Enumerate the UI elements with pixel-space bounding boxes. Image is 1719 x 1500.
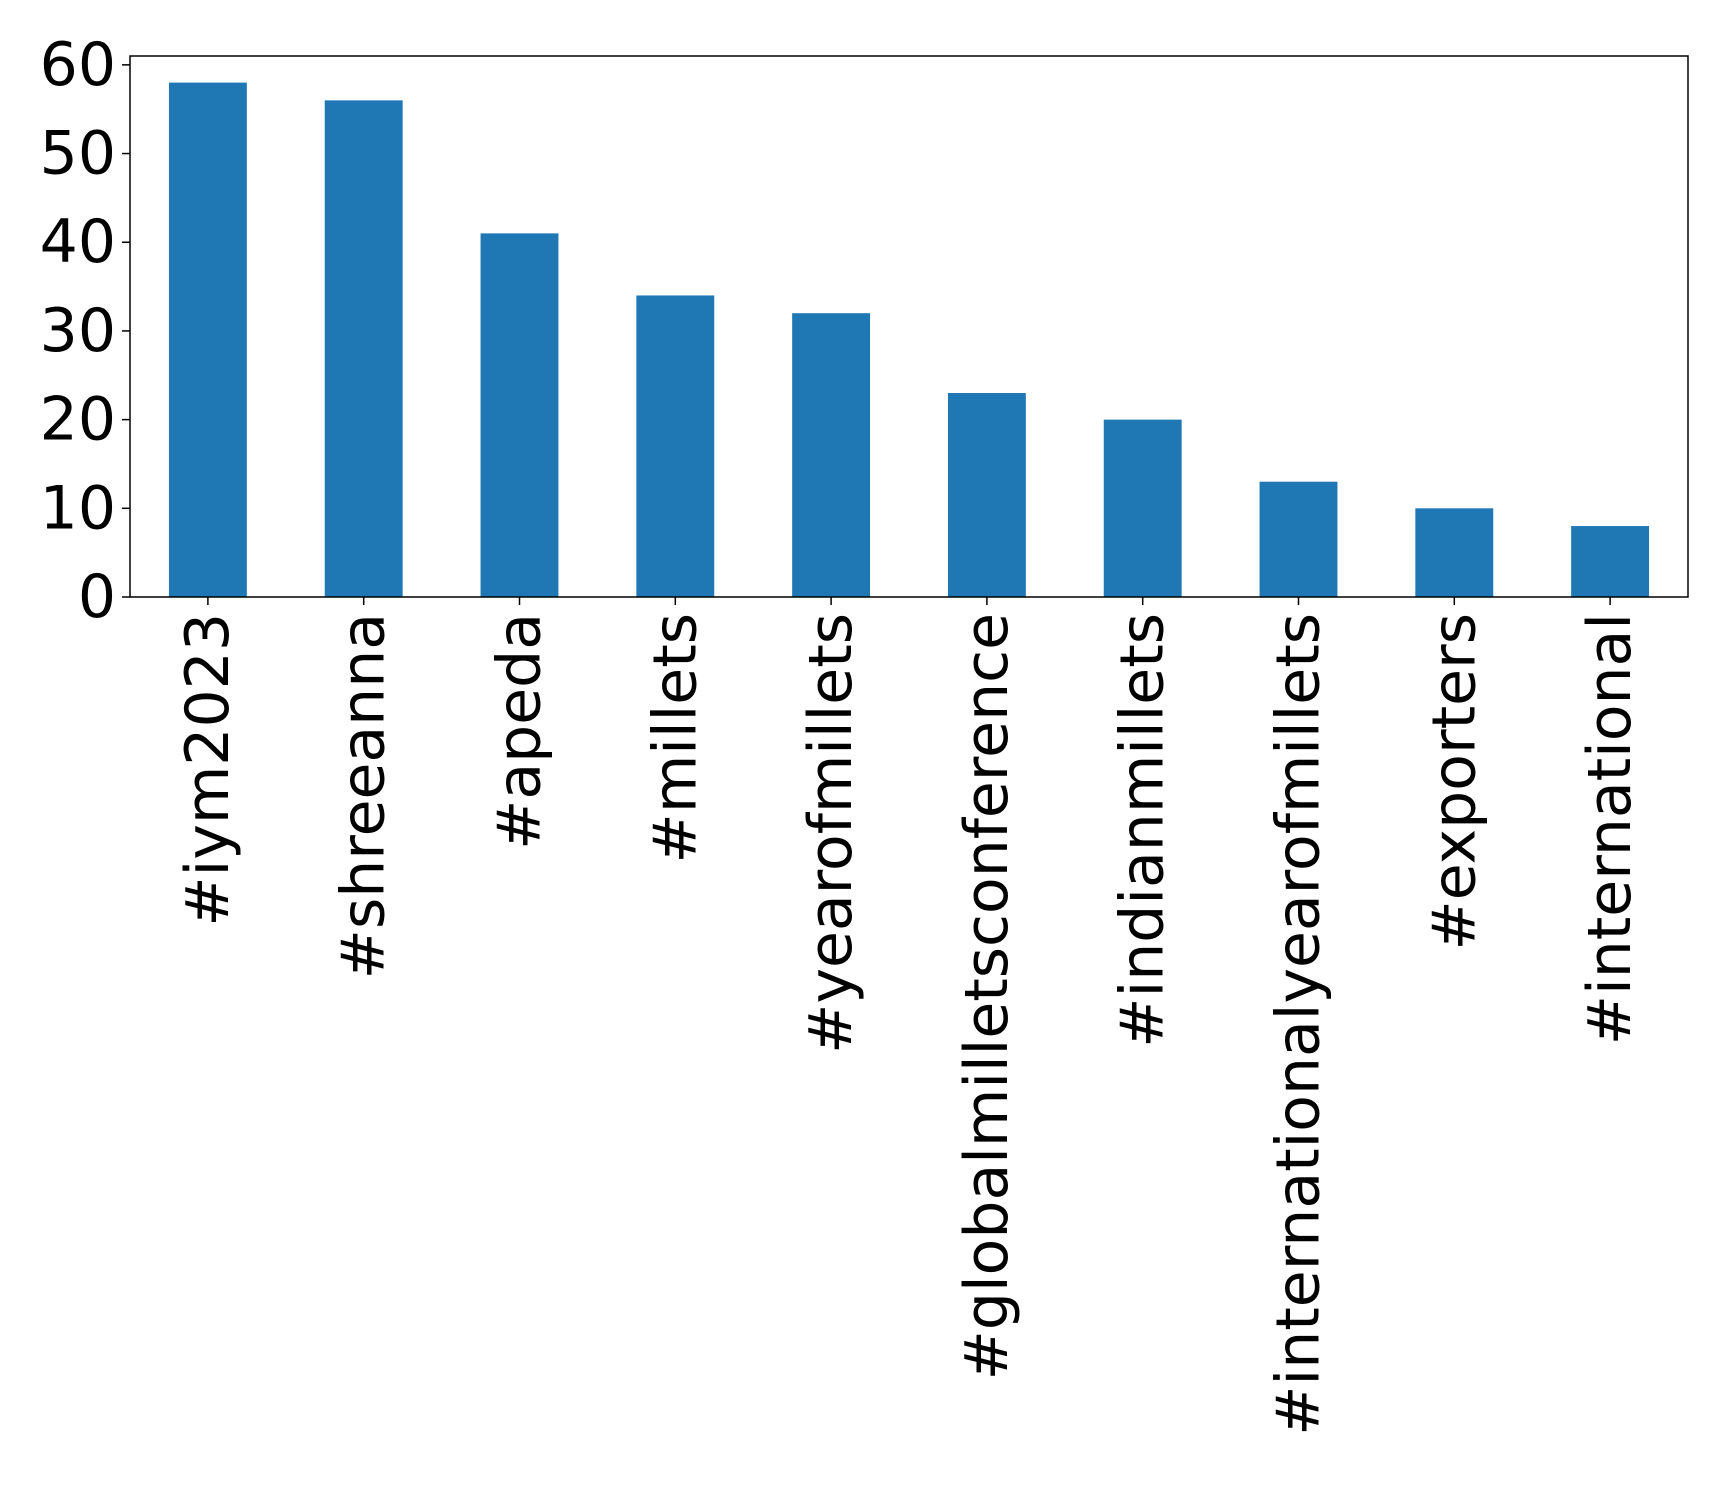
y-tick-label: 0 bbox=[78, 562, 116, 632]
bar bbox=[1259, 481, 1338, 597]
bar bbox=[324, 100, 403, 597]
x-tick-label: #indianmillets bbox=[1108, 613, 1178, 1048]
x-tick-label: #yearofmillets bbox=[796, 613, 866, 1054]
x-tick-label: #millets bbox=[640, 613, 710, 863]
bar bbox=[480, 233, 559, 597]
bar bbox=[1103, 419, 1182, 597]
bar bbox=[636, 295, 715, 597]
bar bbox=[1415, 508, 1494, 597]
x-tick-label: #shreeanna bbox=[329, 613, 399, 979]
x-tick-label: #apeda bbox=[485, 613, 555, 850]
y-tick-label: 60 bbox=[40, 30, 116, 100]
x-tick-label: #international bbox=[1575, 613, 1645, 1045]
y-tick-label: 20 bbox=[40, 385, 116, 455]
plot-frame bbox=[129, 55, 1689, 598]
x-axis: #iym2023 #shreeanna #apeda #millets #yearofm… bbox=[173, 597, 1645, 1436]
y-axis: 0 10 20 30 40 50 60 bbox=[40, 30, 130, 632]
bar bbox=[168, 82, 247, 597]
bars-layer bbox=[168, 82, 1650, 597]
y-tick-label: 50 bbox=[40, 119, 116, 189]
x-tick-label: #internationalyearofmillets bbox=[1264, 613, 1334, 1436]
x-tick-label: #exporters bbox=[1419, 613, 1489, 950]
x-tick-label: #iym2023 bbox=[173, 613, 243, 927]
y-tick-label: 30 bbox=[40, 296, 116, 366]
bar bbox=[947, 393, 1026, 597]
x-tick-label: #globalmilletsconference bbox=[952, 613, 1022, 1380]
y-tick-label: 40 bbox=[40, 207, 116, 277]
bar bbox=[792, 313, 871, 597]
y-tick-label: 10 bbox=[40, 473, 116, 543]
bar bbox=[1571, 526, 1650, 597]
